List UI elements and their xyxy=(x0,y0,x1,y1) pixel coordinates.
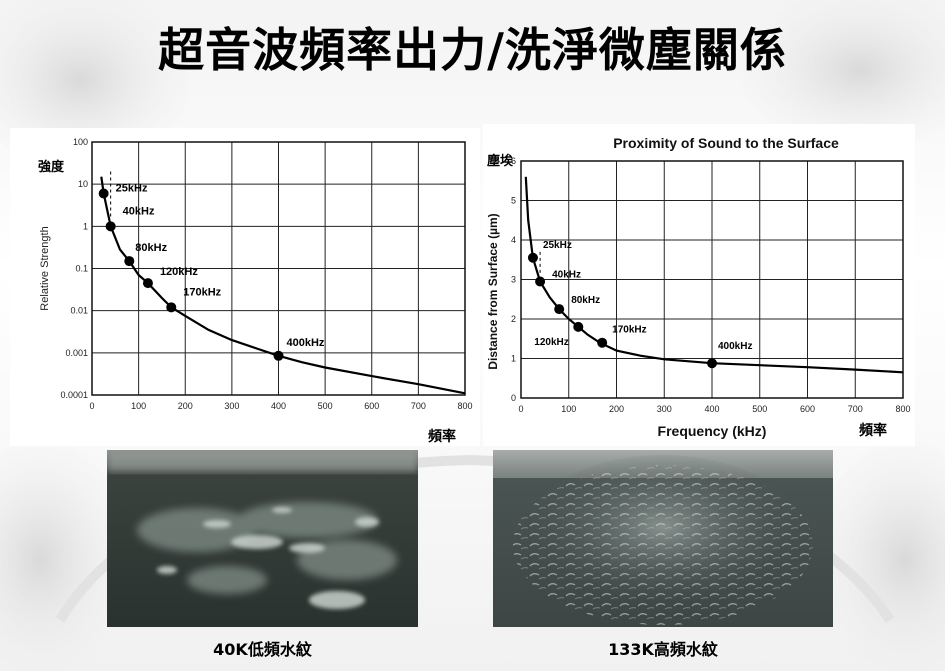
data-point-80khz xyxy=(554,304,565,315)
x-tick-label: 800 xyxy=(895,404,910,414)
data-label-25khz: 25kHz xyxy=(543,240,572,251)
y-tick-label: 10 xyxy=(78,179,88,189)
data-point-25khz xyxy=(527,252,538,263)
y-tick-label: 0 xyxy=(511,393,516,403)
data-label-80khz: 80kHz xyxy=(571,295,600,306)
data-point-120khz xyxy=(573,321,584,332)
y-tick-label: 0.0001 xyxy=(60,390,88,400)
y-tick-label: 4 xyxy=(511,235,516,245)
x-tick-label: 0 xyxy=(89,401,94,411)
y-tick-label: 1 xyxy=(511,354,516,364)
x-tick-label: 500 xyxy=(318,401,333,411)
data-point-400khz xyxy=(707,358,717,369)
y-tick-label: 0.001 xyxy=(65,348,88,358)
proximity-curve xyxy=(524,176,904,374)
data-point-120khz xyxy=(142,278,153,289)
data-label-170khz: 170kHz xyxy=(612,325,646,336)
data-label-400khz: 400kHz xyxy=(287,337,325,349)
right-ylabel-cjk: 塵埃 xyxy=(487,154,514,169)
data-label-170khz: 170kHz xyxy=(183,286,221,298)
relative-strength-chart: 0 100 200 300 400 500 600 700 800 0.0001 0.001 0.01… xyxy=(39,137,473,411)
left-ylabel-cjk: 強度 xyxy=(38,160,65,175)
strength-curve xyxy=(100,176,466,395)
data-label-25khz: 25kHz xyxy=(116,183,148,195)
data-label-120khz: 120kHz xyxy=(160,266,198,278)
plot-frame xyxy=(520,160,904,399)
y-tick-label: 2 xyxy=(511,314,516,324)
x-tick-label: 300 xyxy=(657,404,672,414)
right-xlabel-cjk: 頻率 xyxy=(859,423,887,439)
y-tick-label: 1 xyxy=(83,221,88,231)
x-tick-label: 700 xyxy=(848,404,863,414)
low-frequency-ripple-image xyxy=(107,450,418,627)
x-tick-label: 100 xyxy=(131,401,146,411)
data-point-170khz xyxy=(166,302,177,313)
data-label-40khz: 40kHz xyxy=(123,205,155,217)
x-tick-label: 700 xyxy=(411,401,426,411)
data-point-40khz xyxy=(105,221,116,232)
x-tick-label: 400 xyxy=(271,401,286,411)
y-axis-label: Relative Strength xyxy=(39,226,51,310)
x-tick-label: 100 xyxy=(561,404,576,414)
left-chart-panel: 0 100 200 300 400 500 600 700 800 0.0001 0.001 0.01… xyxy=(10,128,480,446)
x-tick-label: 0 xyxy=(518,404,523,414)
y-tick-label: 3 xyxy=(511,275,516,285)
y-tick-label: 5 xyxy=(511,196,516,206)
x-tick-label: 800 xyxy=(457,401,472,411)
chart-title: Proximity of Sound to the Surface xyxy=(613,135,839,151)
x-tick-label: 600 xyxy=(364,401,379,411)
x-tick-label: 300 xyxy=(224,401,239,411)
data-label-120khz: 120kHz xyxy=(534,337,568,348)
x-tick-label: 400 xyxy=(704,404,719,414)
left-xlabel-cjk: 頻率 xyxy=(428,429,456,445)
proximity-chart: Proximity of Sound to the Surface 0 100 200… xyxy=(486,135,911,439)
data-point-170khz xyxy=(597,337,608,348)
x-tick-label: 600 xyxy=(800,404,815,414)
data-point-40khz xyxy=(535,276,546,287)
high-frequency-ripple-photo xyxy=(493,450,833,627)
data-point-25khz xyxy=(98,188,109,199)
high-frequency-ripple-image xyxy=(493,450,833,627)
x-tick-label: 200 xyxy=(609,404,624,414)
x-tick-label: 200 xyxy=(178,401,193,411)
y-tick-label: 100 xyxy=(73,137,88,147)
y-tick-label: 6 xyxy=(511,156,516,166)
y-tick-label: 0.1 xyxy=(75,264,88,274)
y-tick-label: 0.01 xyxy=(70,306,88,316)
data-point-80khz xyxy=(124,256,135,267)
data-label-400khz: 400kHz xyxy=(718,341,752,352)
low-frequency-caption: 40K低頻水紋 xyxy=(213,640,312,659)
high-frequency-caption: 133K高頻水紋 xyxy=(608,640,718,659)
right-chart-panel: Proximity of Sound to the Surface 0 100 200… xyxy=(483,124,915,446)
slide-title: 超音波頻率出力/洗淨微塵關係 xyxy=(158,23,787,77)
data-label-40khz: 40kHz xyxy=(552,269,581,280)
plot-frame xyxy=(91,141,466,396)
x-axis-label: Frequency (kHz) xyxy=(658,423,767,439)
y-axis-label: Distance from Surface (µm) xyxy=(486,213,500,369)
data-point-400khz xyxy=(273,350,284,361)
low-frequency-ripple-photo xyxy=(107,450,418,627)
data-label-80khz: 80kHz xyxy=(135,242,167,254)
x-tick-label: 500 xyxy=(752,404,767,414)
